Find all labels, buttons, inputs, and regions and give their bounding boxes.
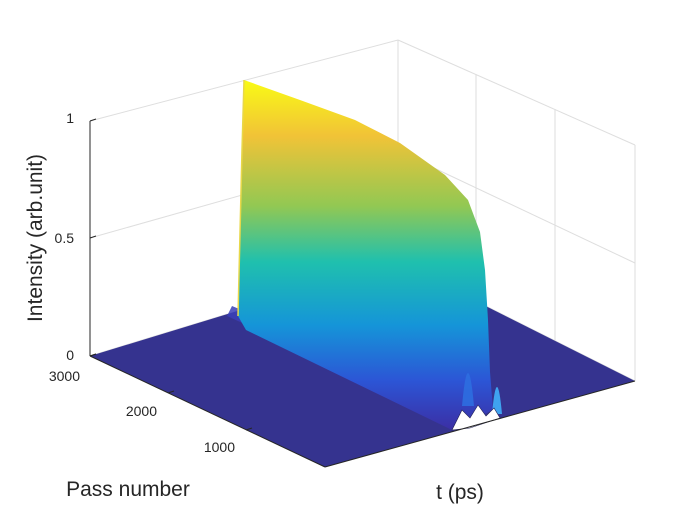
z-tick-05 — [89, 235, 97, 239]
z-tick-label-05: 0.5 — [55, 230, 75, 246]
z-tick-label-1: 1 — [66, 110, 74, 126]
z-axis — [89, 118, 97, 357]
side-lobe-right — [492, 387, 502, 414]
y-tick-label-2000: 2000 — [126, 403, 157, 419]
y-axis-label: Pass number — [66, 478, 190, 501]
y-tick-label-3000: 3000 — [49, 368, 80, 384]
pulse-sheet — [238, 80, 493, 430]
front-mesh — [451, 404, 501, 431]
z-tick-label-0: 0 — [66, 347, 74, 363]
y-tick-1000 — [245, 427, 253, 431]
side-lobe-mid — [462, 373, 474, 406]
y-tick-label-1000: 1000 — [204, 439, 235, 455]
y-tick-2000 — [167, 390, 175, 394]
back-edge-top-right — [397, 39, 636, 146]
z-tick-1 — [89, 118, 97, 122]
pulse-edge-highlight — [237, 79, 245, 317]
x-axis-label: t (ps) — [436, 481, 484, 504]
y-tick-3000 — [89, 353, 97, 357]
y-axis — [89, 353, 326, 468]
z-axis-label: Intensity (arb.unit) — [24, 154, 47, 322]
x-axis — [324, 380, 636, 468]
